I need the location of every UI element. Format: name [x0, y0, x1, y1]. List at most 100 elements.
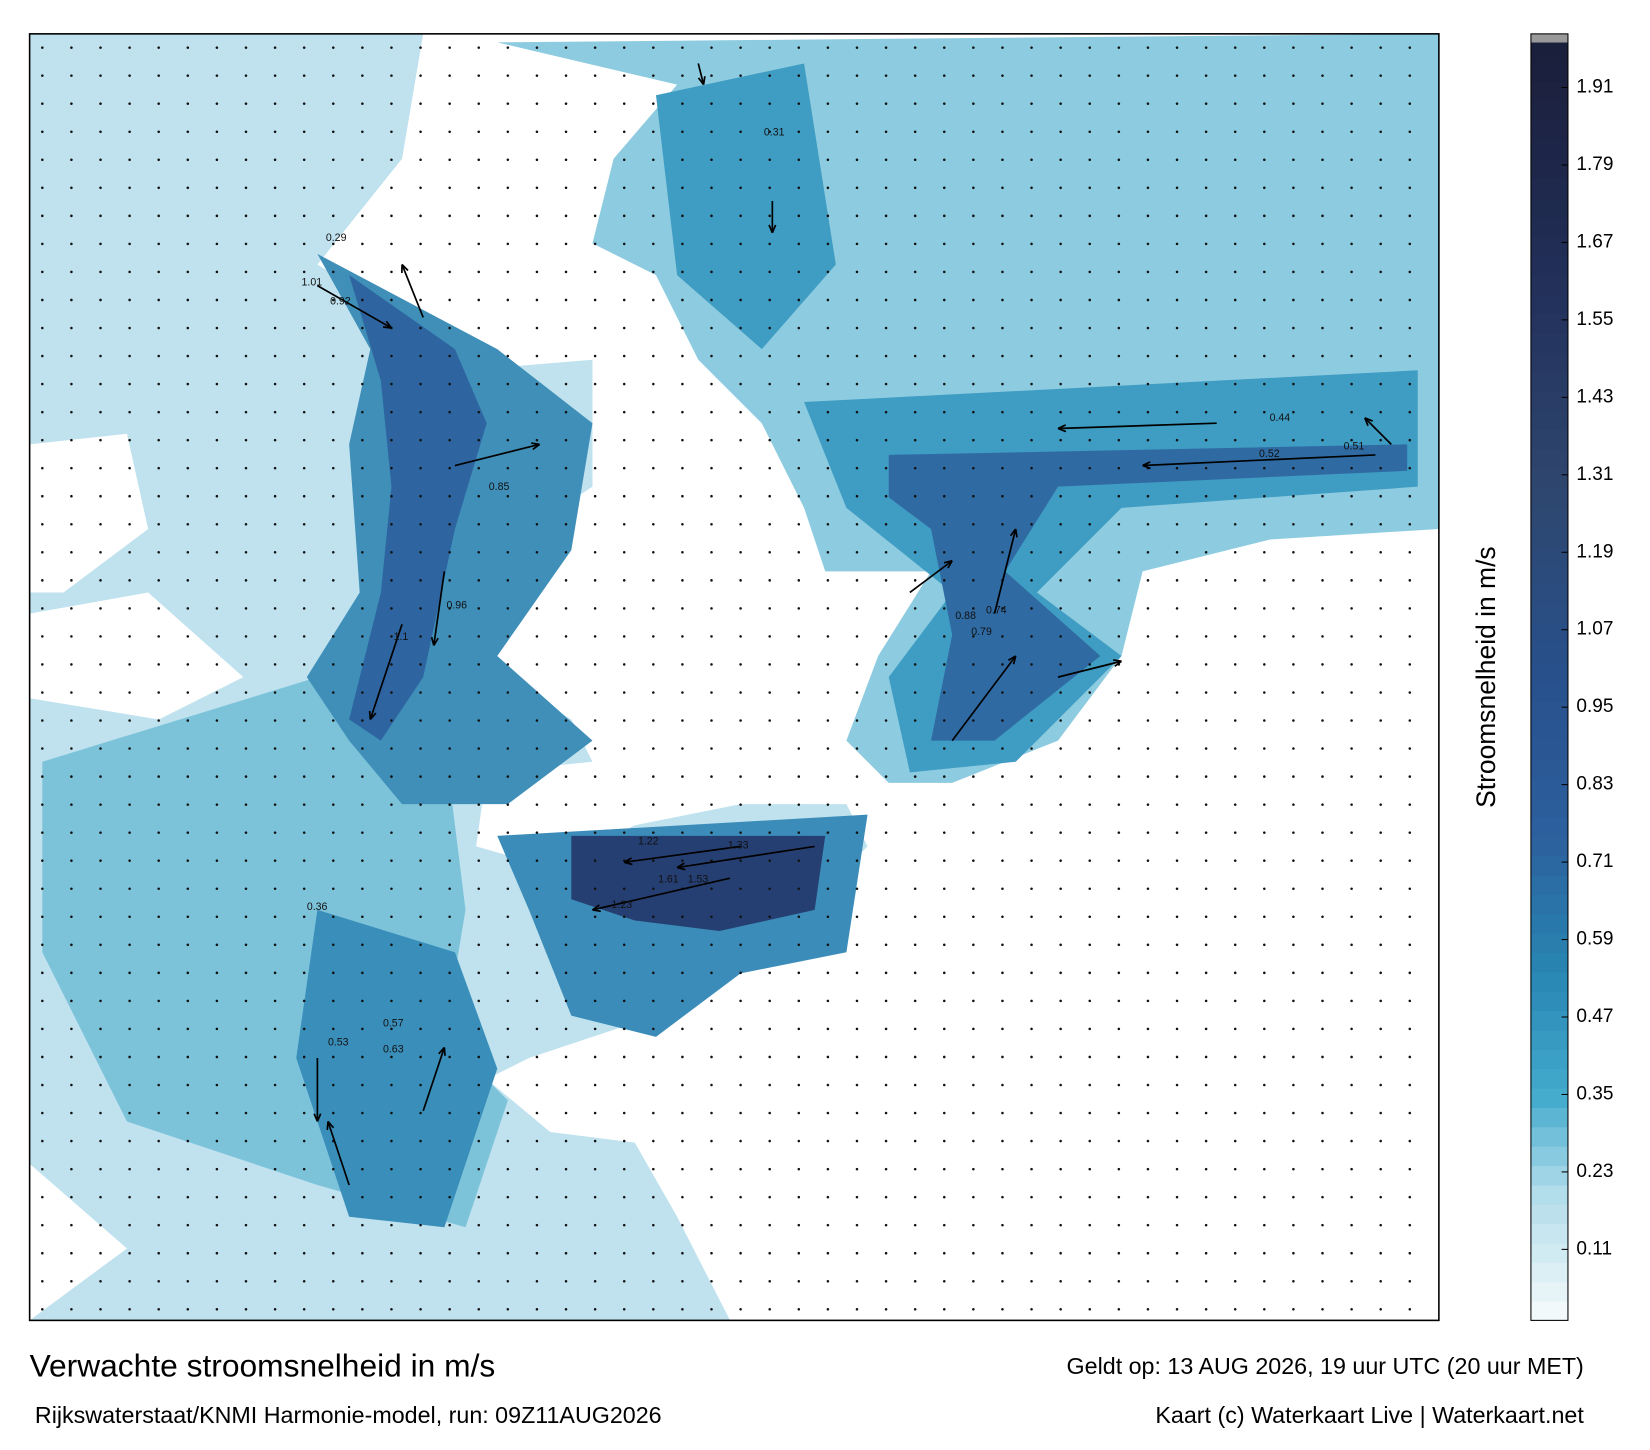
grid-dot — [361, 1251, 364, 1255]
grid-dot — [681, 691, 684, 694]
grid-dot — [41, 635, 44, 638]
grid-dot — [1030, 130, 1033, 133]
arrow-shaft — [624, 845, 741, 864]
grid-dot — [739, 466, 742, 470]
grid-dot — [768, 551, 771, 554]
grid-dot — [972, 971, 975, 975]
grid-dot — [1408, 691, 1412, 694]
grid-dot — [942, 859, 946, 862]
grid-dot — [1001, 1167, 1004, 1171]
grid-dot — [419, 298, 422, 302]
grid-dot — [972, 214, 975, 218]
grid-dot — [768, 607, 771, 610]
grid-dot — [157, 1111, 160, 1115]
grid-dot — [419, 242, 422, 246]
grid-dot — [942, 971, 946, 975]
grid-dot — [41, 775, 44, 778]
grid-dot — [419, 74, 422, 77]
grid-dot — [1088, 466, 1092, 470]
grid-dot — [128, 354, 131, 358]
grid-dot — [913, 466, 917, 470]
grid-dot — [332, 915, 335, 919]
grid-dot — [826, 438, 830, 442]
grid-dot — [186, 382, 190, 386]
grid-dot — [1146, 326, 1150, 330]
colorbar-tick-label: 1.67 — [1576, 231, 1613, 252]
grid-dot — [1030, 46, 1033, 49]
grid-dot — [1146, 803, 1150, 806]
colorbar-band — [1530, 1242, 1568, 1263]
speed-label: 1.01 — [302, 277, 323, 289]
grid-dot — [506, 326, 510, 330]
grid-dot — [826, 915, 830, 919]
grid-dot — [739, 214, 742, 218]
grid-dot — [739, 999, 742, 1003]
grid-dot — [1146, 1027, 1150, 1031]
grid-dot — [186, 803, 190, 806]
grid-dot — [1001, 522, 1004, 526]
grid-dot — [1088, 354, 1092, 358]
grid-dot — [302, 410, 306, 414]
grid-dot — [710, 242, 713, 246]
grid-dot — [797, 1279, 801, 1283]
grid-dot — [419, 354, 422, 358]
grid-dot — [244, 859, 248, 862]
grid-dot — [302, 691, 306, 694]
grid-dot — [652, 719, 655, 722]
grid-dot — [652, 1111, 655, 1115]
grid-dot — [710, 326, 713, 330]
grid-dot — [390, 1223, 393, 1227]
grid-dot — [1233, 691, 1237, 694]
grid-dot — [1059, 1308, 1062, 1311]
grid-dot — [1233, 831, 1237, 834]
grid-dot — [1175, 1083, 1179, 1087]
colorbar-band — [1530, 1184, 1568, 1205]
grid-dot — [1001, 663, 1004, 666]
grid-dot — [884, 1139, 888, 1143]
grid-dot — [186, 102, 190, 105]
arrow-head — [368, 710, 377, 720]
grid-dot — [1321, 915, 1324, 919]
grid-dot — [1321, 747, 1324, 750]
grid-dot — [186, 74, 190, 77]
grid-dot — [1408, 466, 1412, 470]
grid-dot — [186, 46, 190, 49]
grid-dot — [1175, 579, 1179, 582]
grid-dot — [768, 1223, 771, 1227]
grid-dot — [128, 1055, 131, 1059]
grid-dot — [1175, 1139, 1179, 1143]
grid-dot — [244, 466, 248, 470]
grid-dot — [622, 999, 626, 1003]
grid-dot — [826, 326, 830, 330]
grid-dot — [215, 607, 219, 610]
grid-dot — [826, 1223, 830, 1227]
grid-dot — [1350, 1139, 1353, 1143]
grid-dot — [186, 1083, 190, 1087]
grid-dot — [41, 719, 44, 722]
grid-dot — [593, 1308, 597, 1311]
grid-dot — [1321, 579, 1324, 582]
grid-dot — [1408, 494, 1412, 498]
grid-dot — [652, 887, 655, 890]
grid-dot — [593, 1167, 597, 1171]
grid-dot — [215, 747, 219, 750]
grid-dot — [768, 971, 771, 975]
grid-dot — [186, 494, 190, 498]
grid-dot — [913, 214, 917, 218]
grid-dot — [1088, 1251, 1092, 1255]
colorbar-band — [1530, 371, 1568, 392]
grid-dot — [419, 1083, 422, 1087]
grid-dot — [157, 551, 160, 554]
colorbar-band — [1530, 216, 1568, 237]
grid-dot — [942, 663, 946, 666]
colorbar-band — [1530, 913, 1568, 934]
grid-dot — [826, 158, 830, 162]
grid-dot — [1088, 74, 1092, 77]
grid-dot — [913, 803, 917, 806]
grid-dot — [157, 354, 160, 358]
grid-dot — [1292, 186, 1295, 190]
colorbar-band — [1530, 1262, 1568, 1283]
grid-dot — [506, 382, 510, 386]
grid-dot — [1408, 579, 1412, 582]
colorbar-band — [1530, 874, 1568, 895]
